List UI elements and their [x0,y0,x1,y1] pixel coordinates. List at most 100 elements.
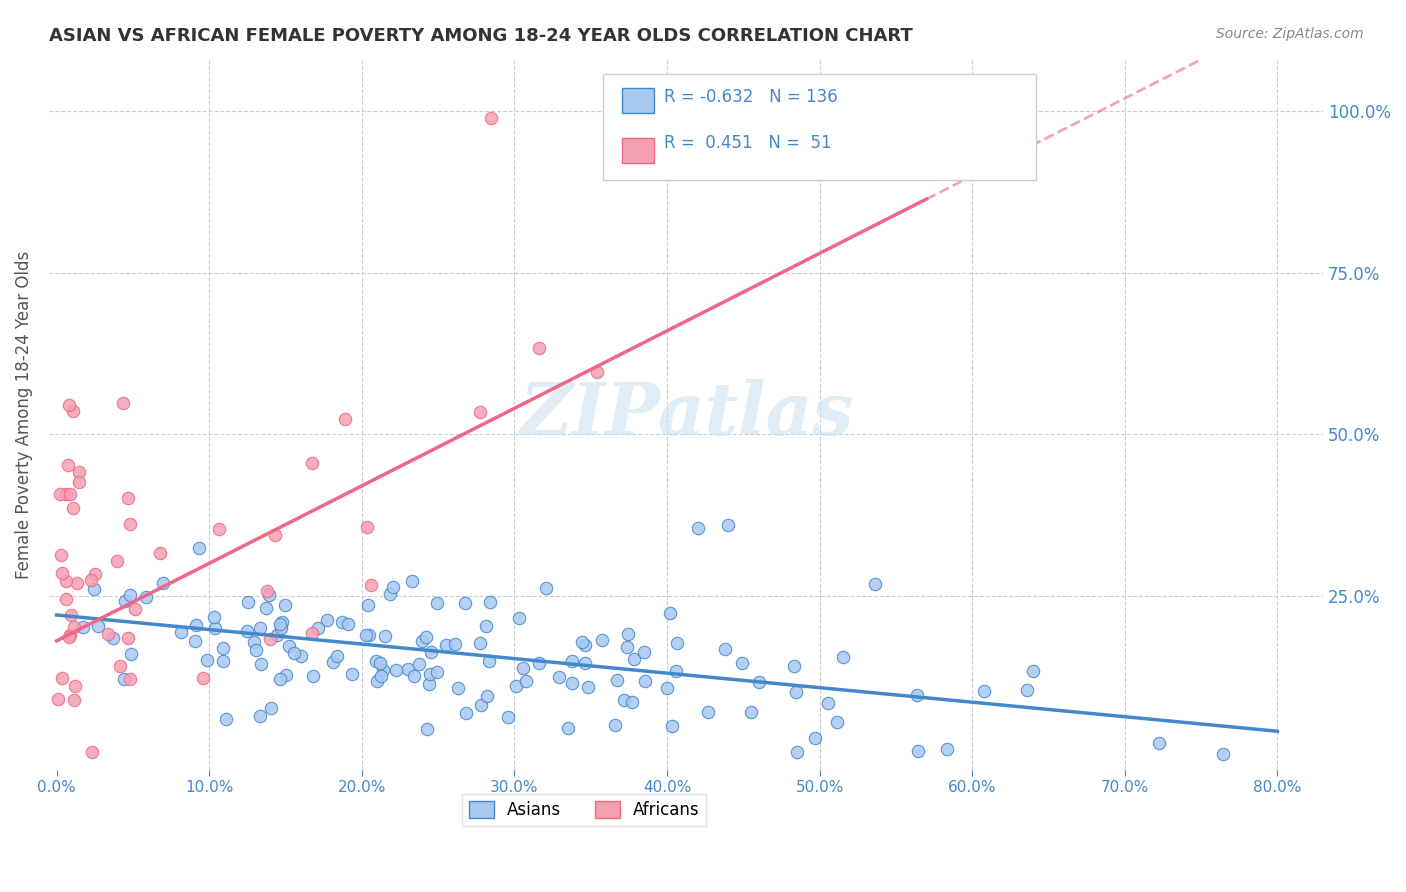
Point [254,601,277,615]
Point [58,630,80,644]
Point [269,617,291,632]
Point [418,677,440,691]
Point [183,633,205,648]
Point [370,669,392,683]
Point [910,111,932,125]
Point [371,663,394,677]
Point [915,123,938,137]
Point [195,653,218,667]
Point [401,574,423,588]
Point [620,695,643,709]
Point [65,576,87,591]
Point [212,655,235,669]
Point [250,657,273,671]
Point [215,712,238,726]
Point [359,628,381,642]
Point [117,491,139,505]
Point [368,656,391,670]
Point [907,744,929,758]
Point [475,689,498,703]
Point [634,673,657,688]
Point [665,636,688,650]
Point [574,656,596,670]
Point [97,627,120,641]
Point [55,487,77,501]
Point [408,657,430,672]
Point [623,652,645,666]
Point [49,487,72,501]
Point [283,647,305,661]
Point [243,634,266,648]
Point [973,684,995,698]
Point [360,578,382,592]
Point [67,465,90,479]
Point [411,634,433,648]
Point [664,664,686,678]
Point [378,587,401,601]
Point [135,590,157,604]
Y-axis label: Female Poverty Among 18-24 Year Olds: Female Poverty Among 18-24 Year Olds [15,251,32,579]
Point [827,715,849,730]
Point [55,592,77,607]
Point [80,745,103,759]
FancyBboxPatch shape [623,137,654,162]
Point [404,669,426,683]
Point [112,395,135,409]
Point [548,669,571,683]
Point [591,632,613,647]
Point [326,649,349,664]
Point [447,681,470,695]
Point [717,517,740,532]
Text: ASIAN VS AFRICAN FEMALE POVERTY AMONG 18-24 YEAR OLDS CORRELATION CHART: ASIAN VS AFRICAN FEMALE POVERTY AMONG 18… [49,27,912,45]
FancyBboxPatch shape [623,88,654,113]
Point [356,519,378,533]
Point [236,624,259,639]
Point [51,566,73,581]
Point [202,609,225,624]
Point [426,665,449,679]
Point [478,654,501,668]
Point [193,671,215,685]
Point [661,719,683,733]
FancyBboxPatch shape [603,74,1036,180]
Point [58,398,80,412]
Point [454,706,477,720]
Point [434,638,457,652]
Point [415,630,437,644]
Point [740,705,762,719]
Point [786,745,808,759]
Point [63,679,86,693]
Point [475,619,498,633]
Point [124,601,146,615]
Point [935,742,957,756]
Point [46,692,69,706]
Point [330,615,353,629]
Point [315,613,337,627]
Point [249,621,271,635]
Point [340,667,363,681]
Point [613,692,636,706]
Point [87,619,110,633]
Point [260,701,283,715]
Legend: Asians, Africans: Asians, Africans [463,794,706,826]
Point [322,655,344,669]
Point [420,645,443,659]
Point [381,581,404,595]
Point [804,731,827,745]
Point [686,521,709,535]
Point [384,664,406,678]
Point [561,676,583,690]
Point [67,475,90,489]
Point [59,628,82,642]
Point [270,621,292,635]
Point [557,721,579,735]
Point [80,573,103,587]
Point [118,517,141,532]
Point [114,594,136,608]
Point [865,576,887,591]
Point [259,632,281,647]
Point [273,599,295,613]
Point [374,629,396,643]
Point [496,710,519,724]
Point [1017,683,1039,698]
